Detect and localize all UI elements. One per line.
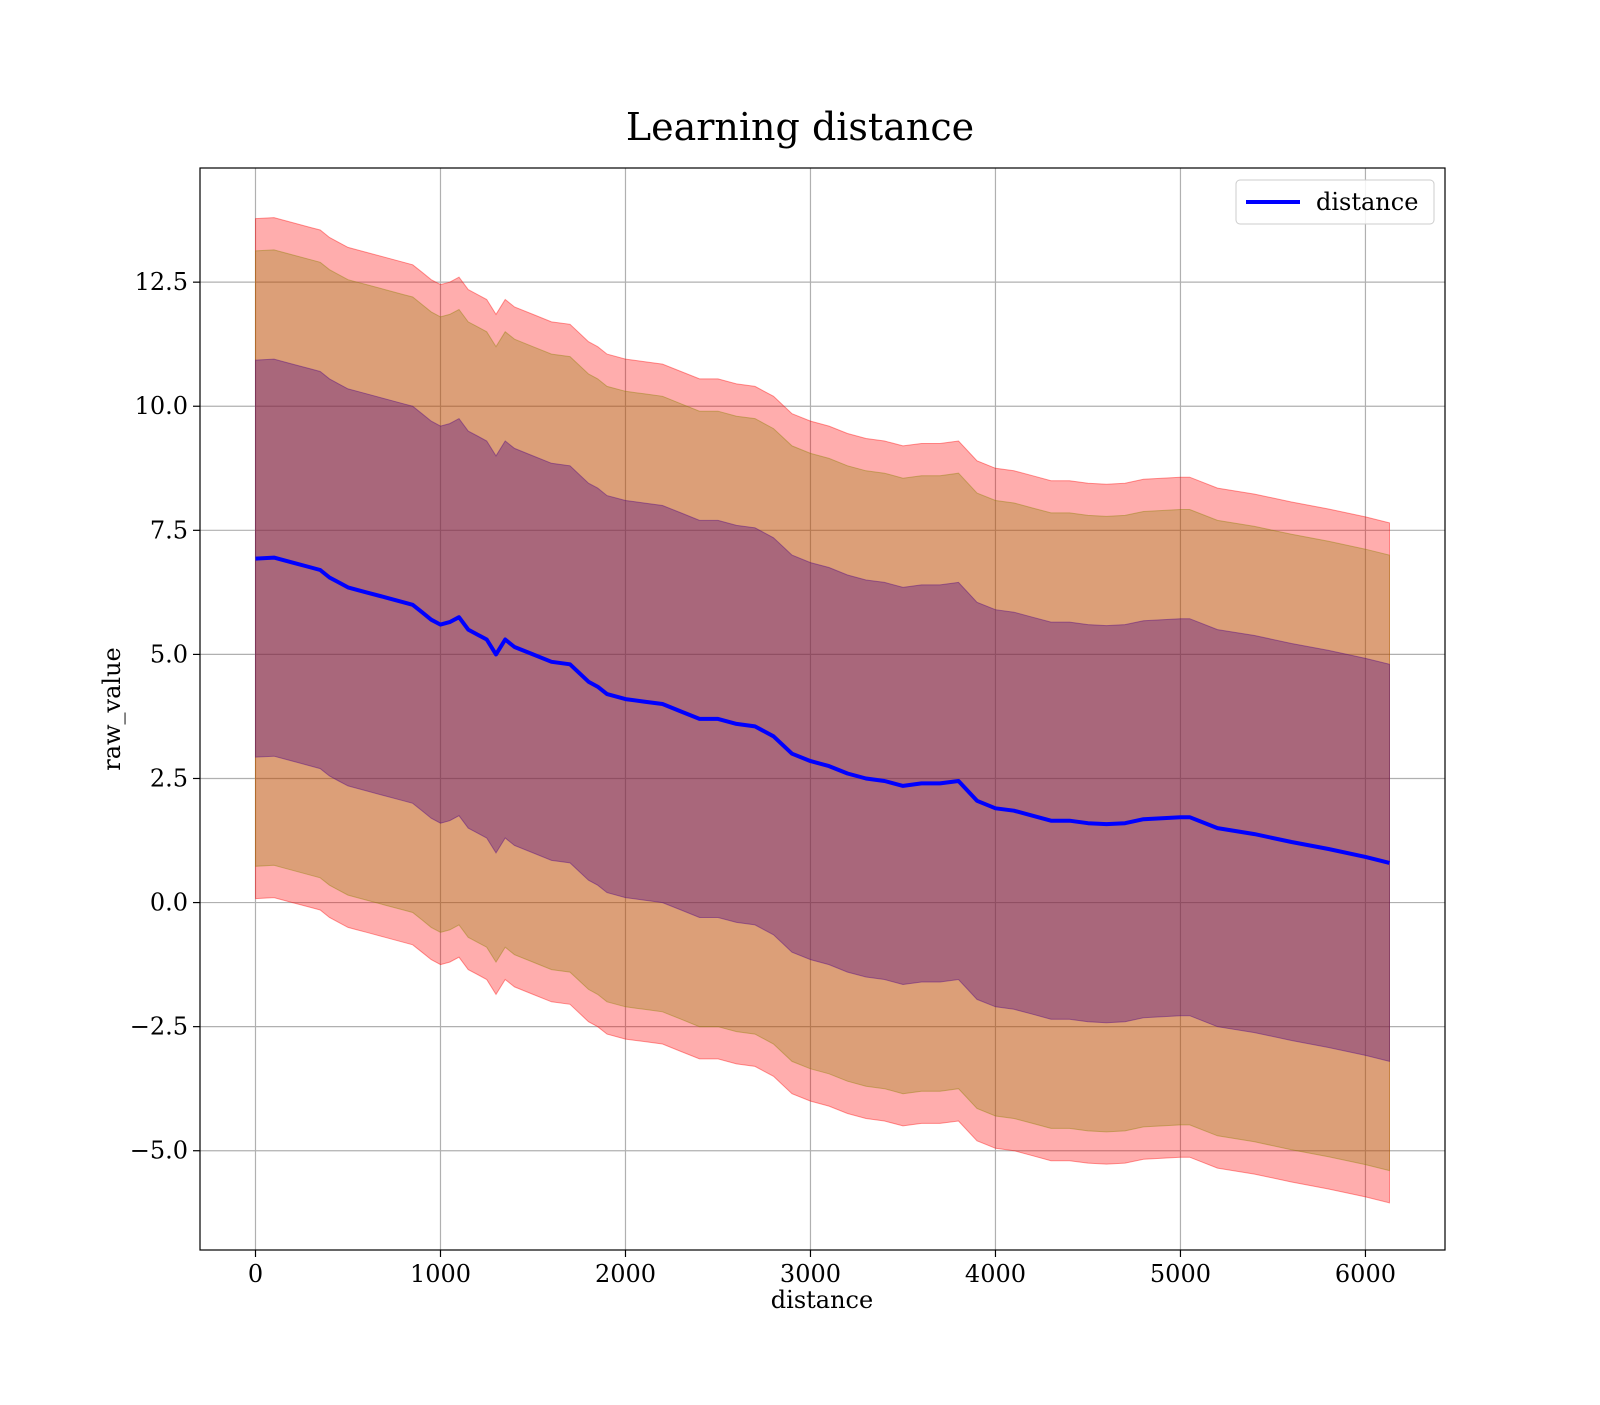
y-tick-label-1: −2.5 [130,1013,188,1041]
y-axis-label: raw_value [98,647,126,771]
chart-title: Learning distance [626,105,974,149]
axis-layer: 0 1000 2000 3000 4000 5000 6000 −5.0 −2.5 0.0 2.5 5… [130,268,1396,1288]
y-tick-label-0: −5.0 [130,1137,188,1165]
y-tick-label-2: 0.0 [150,889,188,917]
line-layer [255,555,1390,865]
x-tick-label-0: 0 [248,1260,263,1288]
x-tick-label-5: 5000 [1150,1260,1211,1288]
band-outer [255,217,1390,1204]
x-tick-label-2: 2000 [595,1260,656,1288]
y-tick-label-5: 7.5 [150,516,188,544]
y-tick-label-7: 12.5 [135,268,188,296]
x-axis-label: distance [771,1286,873,1314]
legend: distance [1235,179,1435,225]
x-tick-label-3: 3000 [780,1260,841,1288]
y-tick-label-4: 5.0 [150,640,188,668]
legend-entry-distance: distance [1316,188,1418,216]
band-layer [255,217,1390,1204]
legend-box [1235,179,1435,225]
band-inner [255,358,1390,1063]
x-tick-label-1: 1000 [410,1260,471,1288]
y-tick-label-3: 2.5 [150,764,188,792]
band-middle [255,249,1390,1172]
y-tick-label-6: 10.0 [135,392,188,420]
plot-frame [199,167,1446,1251]
x-tick-label-6: 6000 [1335,1260,1396,1288]
series-line-distance [255,555,1390,865]
x-tick-label-4: 4000 [965,1260,1026,1288]
grid-layer [200,168,1445,1250]
